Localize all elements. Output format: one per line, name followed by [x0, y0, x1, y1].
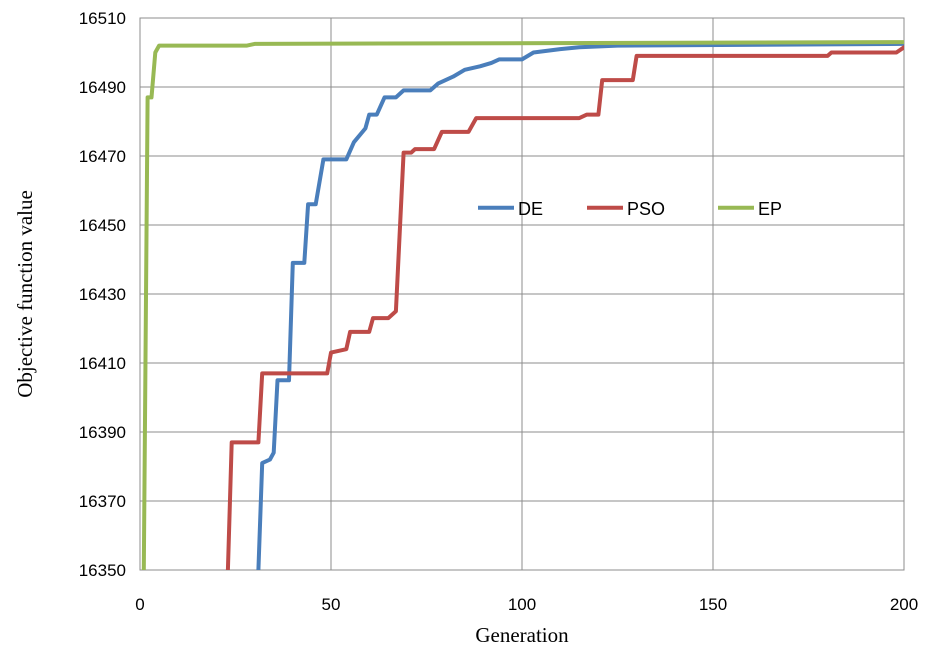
- y-tick-label: 16410: [79, 354, 126, 373]
- legend-label-pso: PSO: [627, 199, 665, 219]
- series-line-ep: [141, 40, 904, 570]
- x-tick-label: 200: [890, 595, 918, 614]
- x-axis-title: Generation: [475, 623, 569, 647]
- series-line-de: [256, 41, 904, 570]
- y-tick-label: 16510: [79, 9, 126, 28]
- y-tick-label: 16450: [79, 216, 126, 235]
- y-tick-label: 16350: [79, 561, 126, 580]
- legend: DE PSO EP: [478, 199, 782, 219]
- y-tick-label: 16370: [79, 492, 126, 511]
- y-tick-label: 16430: [79, 285, 126, 304]
- x-tick-label: 0: [135, 595, 144, 614]
- x-tick-label: 100: [508, 595, 536, 614]
- gridlines: [139, 17, 905, 571]
- plot-border: [139, 17, 905, 571]
- series-line-pso: [225, 45, 904, 570]
- legend-label-ep: EP: [758, 199, 782, 219]
- y-tick-label: 16390: [79, 423, 126, 442]
- x-axis-ticks: 0 50 100 150 200: [135, 595, 918, 614]
- legend-label-de: DE: [518, 199, 543, 219]
- series-lines: [141, 40, 904, 570]
- x-tick-label: 150: [699, 595, 727, 614]
- y-axis-ticks: 16350 16370 16390 16410 16430 16450 16470 16490…: [79, 9, 126, 580]
- x-tick-label: 50: [322, 595, 341, 614]
- y-tick-label: 16490: [79, 78, 126, 97]
- y-axis-title: Objective function value: [13, 190, 37, 398]
- y-tick-label: 16470: [79, 147, 126, 166]
